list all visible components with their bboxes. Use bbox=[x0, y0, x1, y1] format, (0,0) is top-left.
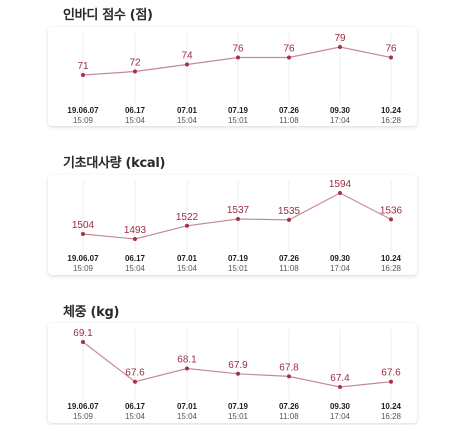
x-tick-date-label: 07.19 bbox=[228, 402, 249, 411]
x-tick-time-label: 16:28 bbox=[381, 116, 402, 125]
data-point[interactable] bbox=[338, 191, 342, 195]
data-point[interactable] bbox=[133, 237, 137, 241]
data-point[interactable] bbox=[236, 216, 240, 221]
x-tick-date-label: 07.01 bbox=[177, 254, 198, 263]
x-tick-time-label: 15:04 bbox=[177, 116, 198, 125]
bmr-card[interactable]: 1504 19.06.07 15:09 1493 06.17 15:04 1522 07.01… bbox=[48, 175, 417, 275]
x-tick-date-label: 19.06.07 bbox=[67, 402, 99, 411]
x-tick-date-label: 19.06.07 bbox=[67, 254, 99, 263]
x-tick-date-label: 10.24 bbox=[381, 254, 402, 263]
x-tick-time-label: 15:01 bbox=[228, 412, 249, 421]
bmr-chart: 150419.06.0715:09149306.1715:04152207.01… bbox=[67, 179, 403, 273]
data-value-label: 67.6 bbox=[125, 368, 145, 379]
x-tick-date-label: 06.17 bbox=[125, 254, 146, 263]
data-value-label: 1493 bbox=[124, 225, 147, 236]
bmr-title: 기초대사량 (kcal) bbox=[63, 156, 166, 171]
x-tick-time-label: 15:09 bbox=[73, 116, 94, 125]
data-value-label: 1504 bbox=[72, 220, 95, 231]
data-value-label: 76 bbox=[232, 44, 244, 55]
x-tick-time-label: 11:08 bbox=[279, 412, 299, 421]
x-tick-date-label: 07.19 bbox=[228, 254, 249, 263]
x-tick-date-label: 06.17 bbox=[125, 402, 146, 411]
x-tick-date-label: 07.19 bbox=[228, 106, 249, 115]
x-tick-time-label: 11:08 bbox=[279, 116, 299, 125]
data-value-label: 76 bbox=[385, 44, 397, 55]
data-value-label: 67.4 bbox=[330, 373, 350, 384]
x-tick-time-label: 15:04 bbox=[177, 412, 198, 421]
x-tick-date-label: 09.30 bbox=[330, 106, 351, 115]
x-tick-time-label: 15:04 bbox=[125, 116, 146, 125]
x-tick-date-label: 19.06.07 bbox=[67, 106, 99, 115]
x-tick-time-label: 11:08 bbox=[279, 264, 299, 273]
x-tick-date-label: 07.26 bbox=[279, 106, 300, 115]
weight-chart: 69.119.06.0715:0967.606.1715:0468.107.01… bbox=[67, 328, 402, 421]
data-value-label: 1594 bbox=[329, 179, 352, 190]
inbody-score-card[interactable]: 71 19.06.07 15:09 72 06.17 15:04 74 07.01 15:04 7… bbox=[48, 27, 417, 126]
x-tick-time-label: 17:04 bbox=[330, 116, 351, 125]
x-tick-date-label: 10.24 bbox=[381, 106, 402, 115]
data-point[interactable] bbox=[81, 73, 85, 77]
data-value-label: 1536 bbox=[380, 205, 403, 216]
x-tick-time-label: 17:04 bbox=[330, 264, 351, 273]
data-value-label: 67.9 bbox=[228, 360, 248, 371]
x-tick-date-label: 07.26 bbox=[279, 402, 300, 411]
data-point[interactable] bbox=[133, 69, 137, 74]
x-tick-date-label: 07.01 bbox=[177, 402, 198, 411]
x-tick-date-label: 07.26 bbox=[279, 254, 300, 263]
x-tick-time-label: 17:04 bbox=[330, 412, 351, 421]
data-point[interactable] bbox=[236, 371, 240, 376]
data-point[interactable] bbox=[389, 379, 393, 384]
data-point[interactable] bbox=[185, 62, 189, 67]
x-tick-time-label: 15:04 bbox=[125, 264, 146, 273]
x-tick-date-label: 06.17 bbox=[125, 106, 146, 115]
x-tick-time-label: 16:28 bbox=[381, 412, 402, 421]
data-value-label: 67.8 bbox=[279, 362, 299, 373]
x-tick-time-label: 15:01 bbox=[228, 264, 249, 273]
data-point[interactable] bbox=[185, 366, 189, 371]
data-point[interactable] bbox=[81, 340, 85, 344]
inbody-score-title: 인바디 점수 (점) bbox=[63, 8, 153, 23]
data-point[interactable] bbox=[185, 223, 189, 228]
data-point[interactable] bbox=[389, 55, 393, 60]
data-value-label: 1537 bbox=[227, 205, 250, 216]
data-point[interactable] bbox=[133, 379, 137, 384]
x-tick-date-label: 07.01 bbox=[177, 106, 198, 115]
data-point[interactable] bbox=[338, 385, 342, 389]
x-tick-time-label: 15:04 bbox=[177, 264, 198, 273]
data-value-label: 1535 bbox=[278, 206, 301, 217]
data-point[interactable] bbox=[338, 45, 342, 49]
data-point[interactable] bbox=[389, 217, 393, 222]
data-value-label: 76 bbox=[283, 44, 295, 55]
x-tick-time-label: 15:01 bbox=[228, 116, 249, 125]
data-value-label: 1522 bbox=[176, 212, 199, 223]
data-value-label: 72 bbox=[129, 58, 141, 69]
data-point[interactable] bbox=[287, 217, 291, 222]
data-value-label: 71 bbox=[77, 61, 89, 72]
data-point[interactable] bbox=[81, 231, 85, 236]
x-tick-time-label: 15:09 bbox=[73, 264, 94, 273]
x-tick-time-label: 16:28 bbox=[381, 264, 402, 273]
x-tick-date-label: 10.24 bbox=[381, 402, 402, 411]
data-point[interactable] bbox=[236, 55, 240, 60]
inbody-score-chart: 7119.06.0715:097206.1715:047407.0115:047… bbox=[67, 33, 402, 125]
data-point[interactable] bbox=[287, 55, 291, 60]
data-value-label: 74 bbox=[181, 51, 193, 62]
data-value-label: 79 bbox=[334, 33, 346, 44]
x-tick-time-label: 15:04 bbox=[125, 412, 146, 421]
x-tick-date-label: 09.30 bbox=[330, 402, 351, 411]
x-tick-date-label: 09.30 bbox=[330, 254, 351, 263]
data-value-label: 69.1 bbox=[73, 328, 93, 339]
weight-title: 체중 (kg) bbox=[63, 305, 120, 320]
data-value-label: 67.6 bbox=[381, 368, 401, 379]
data-point[interactable] bbox=[287, 374, 291, 379]
weight-card[interactable]: 69.1 19.06.07 15:09 67.6 06.17 15:04 68.1 07.01… bbox=[48, 323, 417, 423]
x-tick-time-label: 15:09 bbox=[73, 412, 94, 421]
data-value-label: 68.1 bbox=[177, 354, 197, 365]
